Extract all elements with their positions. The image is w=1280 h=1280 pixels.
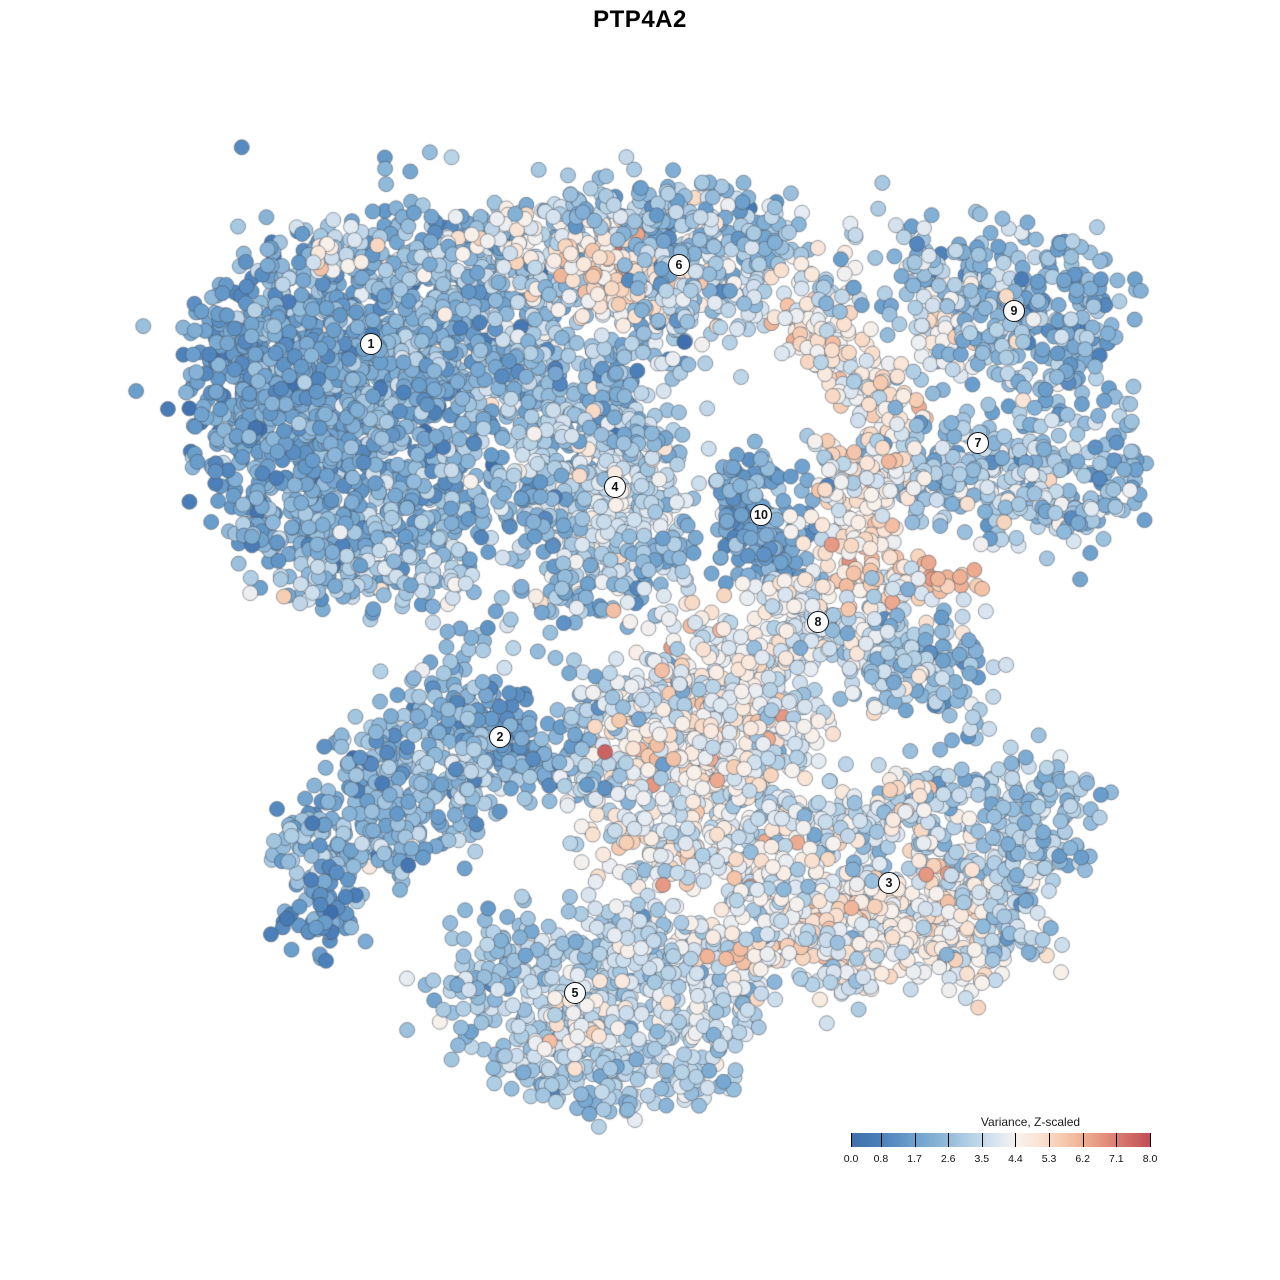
cluster-label-4: 4 xyxy=(604,476,626,498)
cluster-label-8: 8 xyxy=(807,611,829,633)
cluster-label-9: 9 xyxy=(1003,300,1025,322)
cluster-label-1: 1 xyxy=(360,333,382,355)
colorbar-tick-label: 8.0 xyxy=(1142,1153,1158,1165)
colorbar-tick xyxy=(1150,1133,1151,1147)
colorbar-tick xyxy=(981,1133,983,1147)
colorbar-tick xyxy=(1082,1133,1084,1147)
colorbar-tick-label: 6.2 xyxy=(1075,1153,1091,1165)
cluster-label-5: 5 xyxy=(564,982,586,1004)
cluster-label-6: 6 xyxy=(668,254,690,276)
colorbar-tick xyxy=(948,1133,950,1147)
colorbar-tick xyxy=(1049,1133,1051,1147)
colorbar-tick xyxy=(914,1133,916,1147)
colorbar-tick-label: 1.7 xyxy=(907,1153,922,1165)
colorbar-tick xyxy=(880,1133,882,1147)
colorbar-tick-label: 5.3 xyxy=(1041,1153,1057,1165)
colorbar-tick xyxy=(1116,1133,1118,1147)
colorbar-tick-label: 0.8 xyxy=(873,1153,889,1165)
legend-title: Variance, Z-scaled xyxy=(980,1115,1081,1129)
colorbar-tick-label: 0.0 xyxy=(843,1153,859,1165)
colorbar-gradient xyxy=(851,1133,1150,1147)
cluster-label-10: 10 xyxy=(750,504,772,526)
colorbar-tick xyxy=(851,1133,852,1147)
colorbar-tick-label: 7.1 xyxy=(1109,1153,1124,1165)
cluster-label-3: 3 xyxy=(878,872,900,894)
cluster-label-7: 7 xyxy=(967,432,989,454)
colorbar-tick-label: 3.5 xyxy=(974,1153,990,1165)
cluster-label-2: 2 xyxy=(489,726,511,748)
colorbar-tick-label: 4.4 xyxy=(1008,1153,1023,1165)
colorbar-tick-label: 2.6 xyxy=(940,1153,956,1165)
colorbar-tick xyxy=(1015,1133,1017,1147)
